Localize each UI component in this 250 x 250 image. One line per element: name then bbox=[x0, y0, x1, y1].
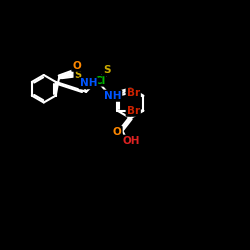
Text: NH: NH bbox=[80, 78, 97, 88]
Text: OH: OH bbox=[123, 136, 140, 146]
Text: Br: Br bbox=[127, 106, 140, 116]
Text: Cl: Cl bbox=[94, 76, 106, 86]
Text: O: O bbox=[72, 61, 81, 71]
Text: NH: NH bbox=[104, 91, 121, 101]
Text: Br: Br bbox=[127, 88, 140, 98]
Text: O: O bbox=[113, 127, 122, 137]
Text: S: S bbox=[74, 70, 82, 80]
Text: S: S bbox=[103, 65, 110, 75]
